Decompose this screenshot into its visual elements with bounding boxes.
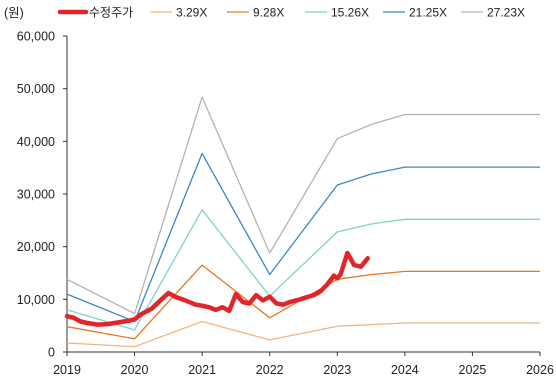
y-tick-label: 60,000 [17, 30, 55, 44]
x-tick-label: 2025 [459, 363, 487, 377]
x-tick-label: 2024 [391, 363, 419, 377]
legend-label-band: 3.29X [176, 6, 207, 20]
y-tick-label: 0 [48, 346, 55, 360]
band-line-15-26x [66, 209, 540, 331]
legend-label-price: 수정주가 [89, 6, 133, 20]
legend-label-band: 15.26X [331, 6, 369, 20]
unit-label: (원) [4, 6, 24, 20]
y-axis: 0 10,000 20,000 30,000 40,000 50,000 60,000 (원) [4, 6, 68, 360]
x-tick-label: 2021 [188, 363, 216, 377]
x-tick-label: 2019 [53, 363, 81, 377]
legend-label-band: 9.28X [253, 6, 284, 20]
price-line [64, 250, 370, 327]
x-axis: 2019 2020 2021 2022 2023 2024 2025 2026 [53, 351, 554, 377]
y-tick-label: 40,000 [17, 135, 55, 149]
y-tick-label: 20,000 [17, 240, 55, 254]
price-line-layer [64, 250, 370, 327]
band-line-27-23x [66, 96, 540, 315]
x-tick-label: 2022 [256, 363, 284, 377]
band-line-21-25x [66, 152, 540, 323]
x-tick-label: 2020 [121, 363, 149, 377]
legend-label-band: 27.23X [487, 6, 525, 20]
y-tick-label: 50,000 [17, 82, 55, 96]
legend-label-band: 21.25X [409, 6, 447, 20]
y-tick-label: 10,000 [17, 293, 55, 307]
band-line-3-29x [66, 320, 540, 348]
y-tick-label: 30,000 [17, 188, 55, 202]
band-lines [66, 96, 540, 348]
x-tick-label: 2026 [526, 363, 554, 377]
legend: 수정주가 3.29X 9.28X 15.26X 21.25X 27.23X [57, 6, 525, 20]
x-tick-label: 2023 [323, 363, 351, 377]
